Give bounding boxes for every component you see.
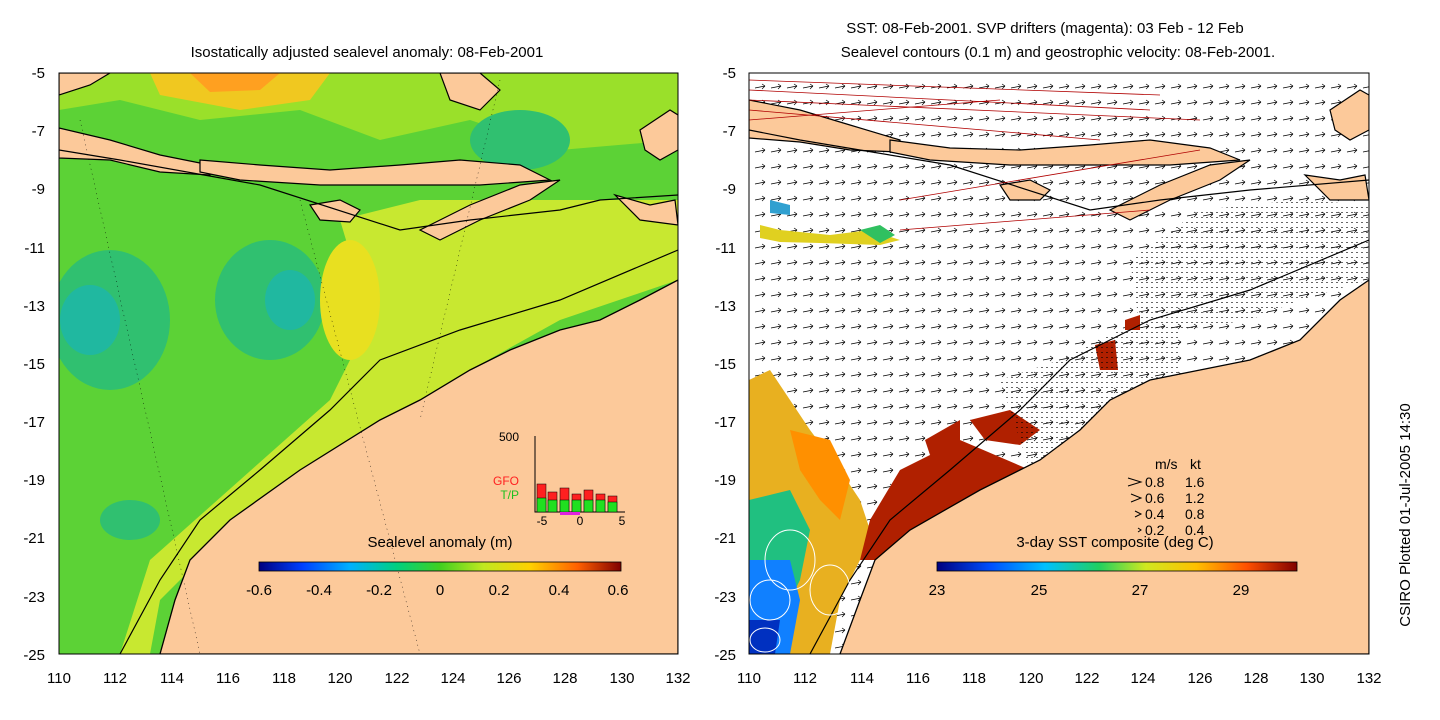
y-tick-label: -11: [24, 240, 45, 257]
inset-x-tick: 5: [619, 514, 626, 528]
legend-ms: 0.8: [1145, 474, 1165, 490]
colorbar-tick: 23: [929, 582, 946, 599]
inset-ymax-label: 500: [499, 430, 519, 444]
y-tick-label: -17: [714, 414, 736, 431]
colorbar-tick: -0.2: [366, 582, 392, 599]
legend-ms: 0.2: [1145, 522, 1165, 538]
x-tick-label: 120: [327, 670, 352, 687]
altimeter-inset: 500 GFO T/P -5 0 5: [493, 430, 626, 528]
legend-ms: 0.6: [1145, 490, 1165, 506]
colorbar-tick: 0.2: [489, 582, 510, 599]
y-tick-label: -7: [32, 123, 45, 140]
legend-kt: 1.6: [1185, 474, 1205, 490]
y-tick-label: -5: [32, 65, 45, 82]
left-title: Isostatically adjusted sealevel anomaly:…: [191, 44, 544, 61]
inset-series-gfo: GFO: [493, 474, 519, 488]
x-tick-label: 122: [1074, 670, 1099, 687]
legend-header-ms: m/s: [1155, 456, 1178, 472]
left-x-axis: 110 112 114 116 118 120 122 124 126 128 …: [47, 670, 690, 687]
x-tick-label: 112: [793, 670, 817, 687]
x-tick-label: 132: [1356, 670, 1381, 687]
left-map: [59, 73, 678, 654]
colorbar-tick: 0: [436, 582, 444, 599]
plot-credit: CSIRO Plotted 01-Jul-2005 14:30: [1397, 403, 1414, 626]
x-tick-label: 118: [962, 670, 986, 687]
legend-arrow-icon: [1137, 527, 1142, 533]
legend-arrow-icon: [1134, 510, 1143, 518]
colorbar-tick: -0.6: [246, 582, 272, 599]
x-tick-label: 114: [160, 670, 184, 687]
velocity-legend: m/s kt 0.8 1.6 0.6 1.2 0.4 0.8 0.2 0.4: [1127, 456, 1205, 538]
colorbar-tick: 25: [1031, 582, 1048, 599]
colorbar-tick: 29: [1233, 582, 1250, 599]
x-tick-label: 130: [609, 670, 634, 687]
colorbar-tick: 27: [1132, 582, 1149, 599]
right-colorbar-label: 3-day SST composite (deg C): [1016, 534, 1213, 551]
y-tick-label: -19: [714, 472, 736, 489]
left-y-axis: -5 -7 -9 -11 -13 -15 -17 -19 -21 -23 -25: [23, 65, 45, 664]
left-frame: [58, 72, 679, 655]
inset-series-tp: T/P: [500, 488, 519, 502]
x-tick-label: 130: [1299, 670, 1324, 687]
x-tick-label: 116: [906, 670, 930, 687]
y-tick-label: -19: [23, 472, 45, 489]
y-tick-label: -9: [723, 181, 736, 198]
right-title-line1: SST: 08-Feb-2001. SVP drifters (magenta)…: [846, 20, 1243, 37]
x-tick-label: 118: [272, 670, 296, 687]
y-tick-label: -9: [32, 181, 45, 198]
inset-x-tick: -5: [537, 514, 548, 528]
right-y-axis: -5 -7 -9 -11 -13 -15 -17 -19 -21 -23 -25: [714, 65, 736, 664]
left-colorbar-label: Sealevel anomaly (m): [367, 534, 512, 551]
right-colorbar: 3-day SST composite (deg C) 23 25 27 29: [929, 534, 1298, 599]
x-tick-label: 114: [850, 670, 874, 687]
x-tick-label: 120: [1018, 670, 1043, 687]
y-tick-label: -13: [23, 298, 45, 315]
x-tick-label: 126: [1187, 670, 1212, 687]
legend-header-kt: kt: [1190, 456, 1201, 472]
legend-kt: 1.2: [1185, 490, 1205, 506]
x-tick-label: 128: [552, 670, 577, 687]
x-tick-label: 124: [1130, 670, 1155, 687]
legend-kt: 0.4: [1185, 522, 1205, 538]
y-tick-label: -25: [714, 647, 736, 664]
right-map: [749, 73, 1369, 654]
y-tick-label: -13: [714, 298, 736, 315]
x-tick-label: 110: [47, 670, 71, 687]
x-tick-label: 122: [384, 670, 409, 687]
colorbar-tick: -0.4: [306, 582, 332, 599]
y-tick-label: -25: [23, 647, 45, 664]
inset-x-tick: 0: [577, 514, 584, 528]
y-tick-label: -11: [715, 240, 736, 257]
right-x-axis: 110 112 114 116 118 120 122 124 126 128 …: [737, 670, 1381, 687]
x-tick-label: 128: [1243, 670, 1268, 687]
y-tick-label: -17: [23, 414, 45, 431]
x-tick-label: 132: [665, 670, 690, 687]
x-tick-label: 112: [103, 670, 127, 687]
y-tick-label: -5: [723, 65, 736, 82]
x-tick-label: 124: [440, 670, 465, 687]
y-tick-label: -15: [23, 356, 45, 373]
y-tick-label: -21: [714, 530, 736, 547]
right-title-line2: Sealevel contours (0.1 m) and geostrophi…: [841, 44, 1275, 61]
y-tick-label: -21: [23, 530, 45, 547]
y-tick-label: -7: [723, 123, 736, 140]
colorbar-tick: 0.6: [608, 582, 629, 599]
right-frame: [748, 72, 1370, 655]
legend-ms: 0.4: [1145, 506, 1165, 522]
x-tick-label: 110: [737, 670, 761, 687]
y-tick-label: -23: [23, 589, 45, 606]
y-tick-label: -15: [714, 356, 736, 373]
left-colorbar: Sealevel anomaly (m) -0.6 -0.4 -0.2 0 0.…: [246, 534, 628, 599]
inset-bars: [536, 483, 618, 515]
y-tick-label: -23: [714, 589, 736, 606]
colorbar-tick: 0.4: [549, 582, 570, 599]
x-tick-label: 116: [216, 670, 240, 687]
legend-arrow-icon: [1127, 477, 1143, 487]
legend-kt: 0.8: [1185, 506, 1205, 522]
legend-arrow-icon: [1130, 493, 1143, 503]
x-tick-label: 126: [496, 670, 521, 687]
